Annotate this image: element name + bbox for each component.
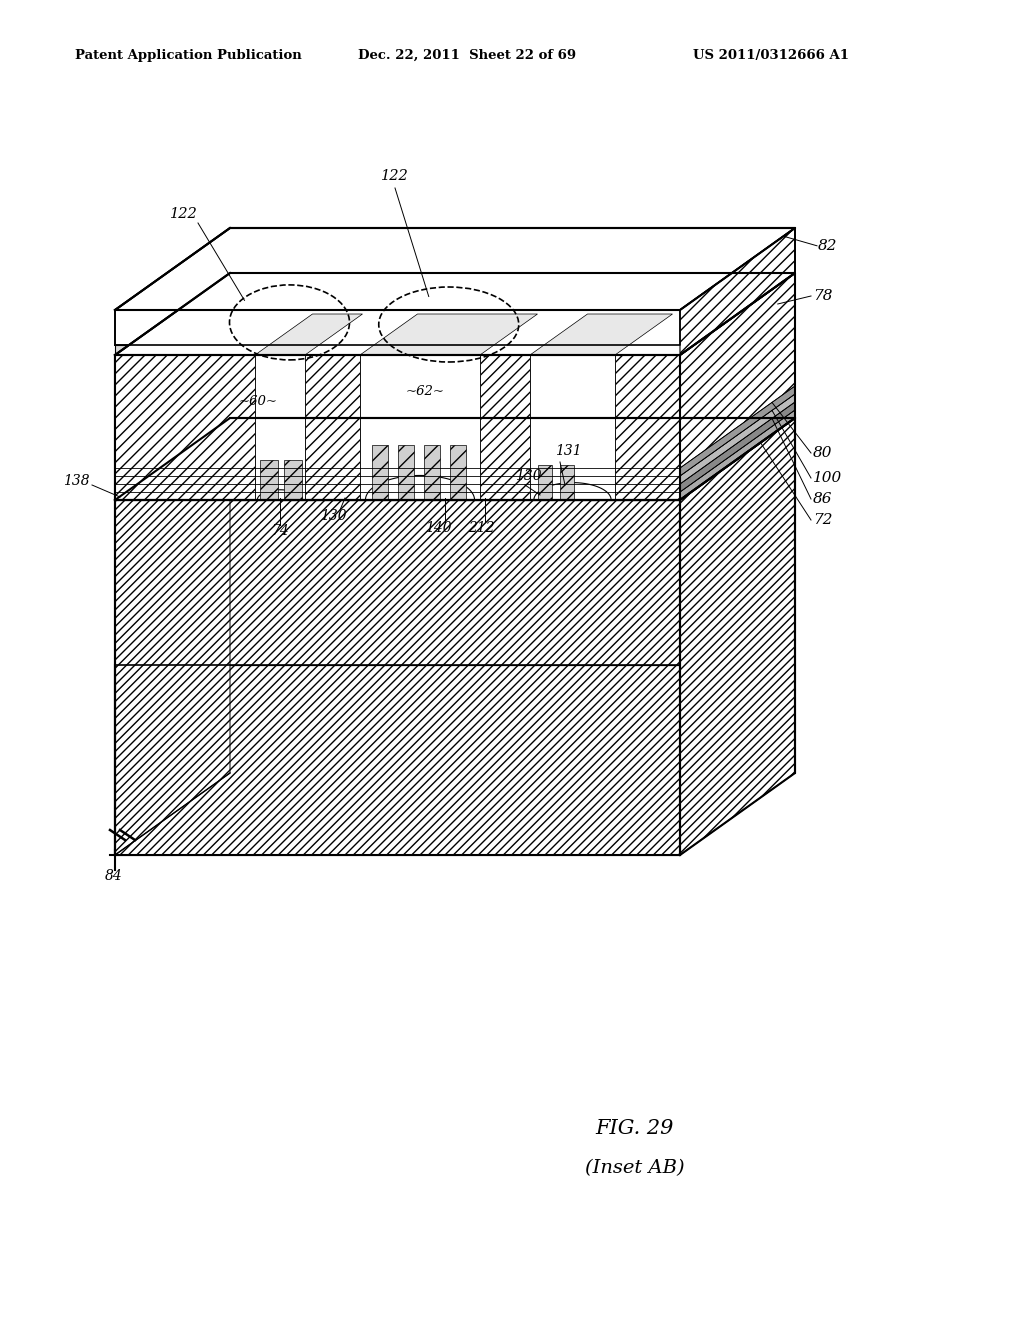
Text: 82: 82 <box>818 239 838 253</box>
Text: 86: 86 <box>813 492 833 506</box>
Polygon shape <box>530 483 615 500</box>
Polygon shape <box>255 314 362 355</box>
Polygon shape <box>115 418 230 855</box>
Polygon shape <box>305 355 360 500</box>
Polygon shape <box>398 445 414 500</box>
Text: FIG. 29: FIG. 29 <box>596 1119 674 1138</box>
Text: 140: 140 <box>425 521 452 535</box>
Polygon shape <box>680 411 795 500</box>
Polygon shape <box>115 355 255 500</box>
Polygon shape <box>680 385 795 477</box>
Text: 78: 78 <box>813 289 833 304</box>
Text: ~62~: ~62~ <box>406 385 444 399</box>
Polygon shape <box>450 445 466 500</box>
Polygon shape <box>115 273 230 500</box>
Polygon shape <box>255 490 305 500</box>
Text: 72: 72 <box>813 513 833 527</box>
Text: Dec. 22, 2011  Sheet 22 of 69: Dec. 22, 2011 Sheet 22 of 69 <box>358 49 577 62</box>
Polygon shape <box>115 665 680 855</box>
Polygon shape <box>424 445 440 500</box>
Polygon shape <box>115 228 795 310</box>
Text: 130: 130 <box>515 469 542 483</box>
Polygon shape <box>372 445 388 500</box>
Polygon shape <box>530 355 615 500</box>
Polygon shape <box>538 465 552 500</box>
Text: US 2011/0312666 A1: US 2011/0312666 A1 <box>693 49 849 62</box>
Text: (Inset AB): (Inset AB) <box>585 1159 685 1177</box>
Polygon shape <box>115 355 680 500</box>
Text: ~60~: ~60~ <box>239 395 278 408</box>
Text: Patent Application Publication: Patent Application Publication <box>75 49 302 62</box>
Text: 84: 84 <box>105 869 123 883</box>
Polygon shape <box>680 393 795 484</box>
Polygon shape <box>255 355 305 500</box>
Polygon shape <box>284 459 302 500</box>
Polygon shape <box>680 273 795 500</box>
Polygon shape <box>115 273 795 355</box>
Polygon shape <box>360 355 480 500</box>
Polygon shape <box>115 273 795 355</box>
Polygon shape <box>360 475 480 500</box>
Text: 138: 138 <box>63 474 90 488</box>
Text: 130: 130 <box>319 510 347 523</box>
Polygon shape <box>560 465 574 500</box>
Polygon shape <box>115 418 795 500</box>
Polygon shape <box>260 459 278 500</box>
Polygon shape <box>115 310 680 345</box>
Polygon shape <box>680 403 795 492</box>
Polygon shape <box>680 418 795 855</box>
Text: 122: 122 <box>170 207 198 220</box>
Text: 122: 122 <box>381 169 409 183</box>
Text: 131: 131 <box>555 444 582 458</box>
Text: 80: 80 <box>813 446 833 459</box>
Polygon shape <box>530 314 673 355</box>
Polygon shape <box>680 228 795 355</box>
Polygon shape <box>480 355 530 500</box>
Text: 212: 212 <box>468 521 495 535</box>
Polygon shape <box>360 314 538 355</box>
Text: 100: 100 <box>813 471 843 484</box>
Polygon shape <box>115 500 680 665</box>
Polygon shape <box>115 345 680 355</box>
Text: 74: 74 <box>271 524 289 539</box>
Polygon shape <box>615 355 680 500</box>
